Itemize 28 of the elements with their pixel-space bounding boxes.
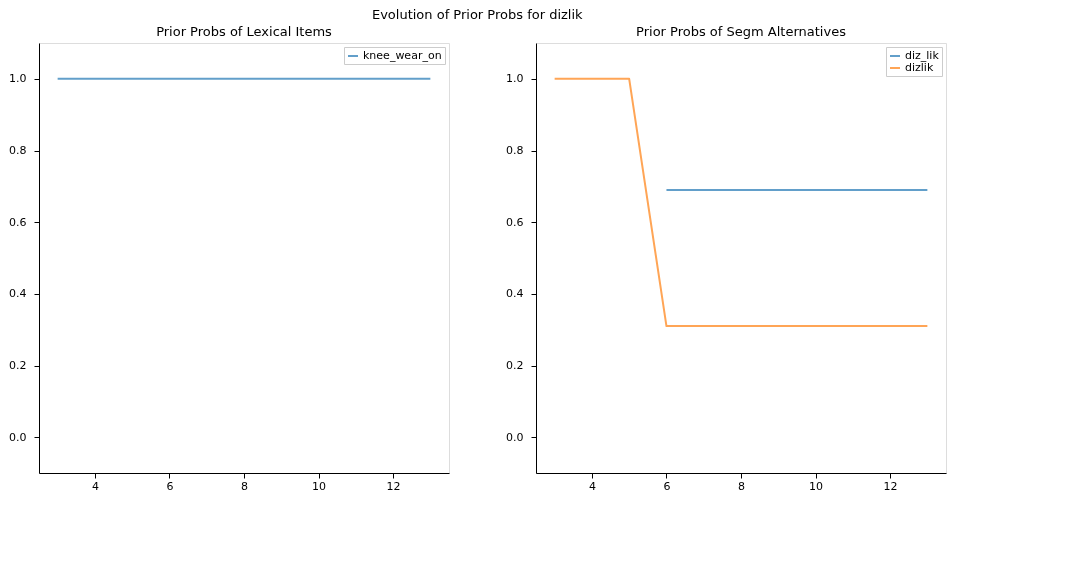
- x-tick-label: 10: [809, 479, 824, 493]
- x-tick-label: 4: [91, 479, 99, 493]
- y-tick-label: 0.6: [506, 215, 524, 229]
- y-tick-label: 1.0: [506, 72, 524, 86]
- x-tick-label: 6: [663, 479, 671, 493]
- x-tick-label: 10: [312, 479, 327, 493]
- y-tick-label: 0.0: [506, 430, 524, 444]
- text: Evolution of Prior Probs for dizlik: [371, 6, 584, 22]
- x-tick-label: 8: [738, 479, 745, 493]
- y-tick-label: 1.0: [9, 72, 27, 86]
- x-tick-label: 12: [883, 479, 898, 493]
- y-tick-label: 0.8: [506, 144, 524, 157]
- y-tick-label: 0.4: [9, 287, 27, 301]
- chart-title: Prior Probs of Lexical Items: [156, 24, 333, 39]
- x-tick-label: 4: [588, 479, 596, 493]
- legend-label: diz_lik: [905, 49, 940, 62]
- x-tick-label: 8: [241, 479, 248, 493]
- y-tick-label: 0.2: [9, 359, 27, 372]
- y-tick-label: 0.0: [9, 430, 27, 444]
- y-tick-label: 0.2: [506, 359, 524, 372]
- x-tick-label: 6: [166, 479, 174, 493]
- x-tick-label: 12: [386, 479, 401, 493]
- legend-label: dizlik: [905, 61, 934, 74]
- chart-title: Prior Probs of Segm Alternatives: [636, 24, 847, 39]
- y-tick-label: 0.6: [9, 215, 27, 229]
- y-tick-label: 0.4: [506, 287, 524, 301]
- legend-label: knee_wear_on: [363, 49, 442, 62]
- y-tick-label: 0.8: [9, 144, 27, 157]
